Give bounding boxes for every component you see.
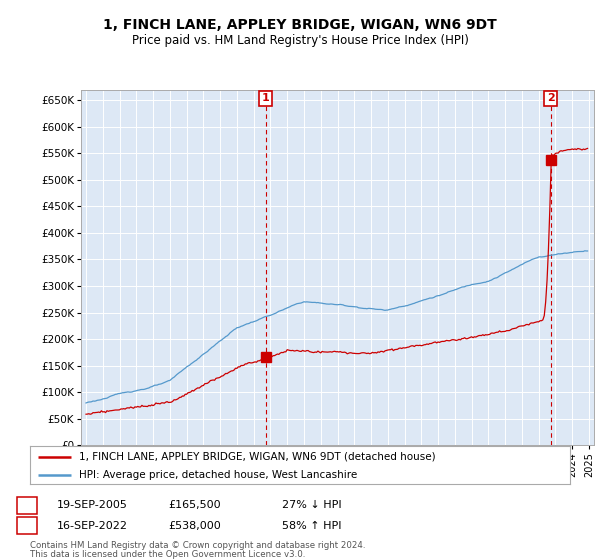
Text: This data is licensed under the Open Government Licence v3.0.: This data is licensed under the Open Gov…	[30, 550, 305, 559]
Text: 27% ↓ HPI: 27% ↓ HPI	[282, 500, 341, 510]
Text: 1: 1	[262, 94, 269, 104]
Text: 16-SEP-2022: 16-SEP-2022	[57, 521, 128, 531]
Text: Contains HM Land Registry data © Crown copyright and database right 2024.: Contains HM Land Registry data © Crown c…	[30, 541, 365, 550]
Text: 1, FINCH LANE, APPLEY BRIDGE, WIGAN, WN6 9DT (detached house): 1, FINCH LANE, APPLEY BRIDGE, WIGAN, WN6…	[79, 451, 435, 461]
Text: 2: 2	[23, 521, 31, 531]
Text: 1: 1	[23, 500, 31, 510]
Text: 1, FINCH LANE, APPLEY BRIDGE, WIGAN, WN6 9DT: 1, FINCH LANE, APPLEY BRIDGE, WIGAN, WN6…	[103, 18, 497, 32]
Text: £538,000: £538,000	[168, 521, 221, 531]
Text: HPI: Average price, detached house, West Lancashire: HPI: Average price, detached house, West…	[79, 470, 357, 480]
Text: Price paid vs. HM Land Registry's House Price Index (HPI): Price paid vs. HM Land Registry's House …	[131, 34, 469, 47]
Text: 58% ↑ HPI: 58% ↑ HPI	[282, 521, 341, 531]
Text: 19-SEP-2005: 19-SEP-2005	[57, 500, 128, 510]
Text: £165,500: £165,500	[168, 500, 221, 510]
Text: 2: 2	[547, 94, 554, 104]
